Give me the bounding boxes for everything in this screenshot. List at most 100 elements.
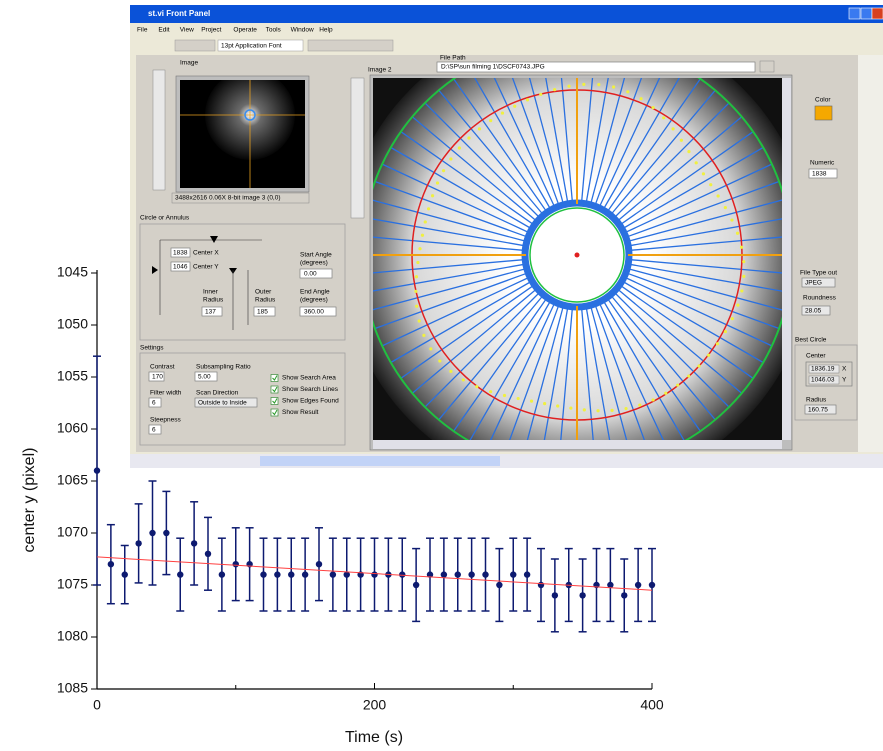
edge-point xyxy=(556,404,560,408)
end-angle-box[interactable] xyxy=(299,306,337,317)
y-tick-label: 1065 xyxy=(57,472,88,488)
run-buttons[interactable] xyxy=(174,39,216,52)
browse-button[interactable] xyxy=(759,60,775,73)
checkbox[interactable] xyxy=(270,397,279,405)
filter-box[interactable] xyxy=(148,397,162,408)
search-line xyxy=(560,309,573,440)
menu-item[interactable]: File xyxy=(137,27,148,34)
search-line xyxy=(381,163,528,233)
edge-point xyxy=(567,84,571,88)
point xyxy=(482,571,489,578)
y-tick-label: 1075 xyxy=(57,576,88,592)
fit-line xyxy=(96,556,653,591)
diagram-arrow xyxy=(152,266,158,274)
start-angle-box[interactable] xyxy=(299,268,333,279)
point xyxy=(371,571,378,578)
edge-point xyxy=(429,347,433,351)
start-angle: 0.00 xyxy=(304,271,317,278)
menu-item[interactable]: Project xyxy=(201,27,221,34)
point xyxy=(190,540,198,547)
edge-point xyxy=(697,364,701,368)
edge-point xyxy=(582,82,586,86)
menu-item[interactable]: Window xyxy=(291,27,314,34)
x-tick-label: 400 xyxy=(640,697,664,713)
edge-point xyxy=(597,82,601,87)
edge-point xyxy=(679,138,683,142)
align-tools[interactable] xyxy=(307,39,394,52)
font-ring[interactable] xyxy=(217,39,304,52)
menu-item[interactable]: Operate xyxy=(233,27,257,34)
contrast-box[interactable] xyxy=(148,371,165,382)
scan-ring[interactable] xyxy=(194,397,258,408)
outer-radius-box[interactable] xyxy=(253,306,276,317)
numeric-box[interactable] xyxy=(808,168,838,179)
edge-point xyxy=(441,169,446,173)
inner-radius-box[interactable] xyxy=(201,306,223,317)
checkbox[interactable] xyxy=(270,408,279,417)
point xyxy=(496,581,503,589)
x-tick-label: 200 xyxy=(363,697,387,713)
file-path: D:\SP\sun filming 1\DSCF0743.JPG xyxy=(441,64,545,71)
settings-title: Settings xyxy=(140,345,164,352)
search-line xyxy=(545,78,569,201)
edge-point xyxy=(449,369,453,374)
menu-item[interactable]: Tools xyxy=(266,27,282,34)
x-tick-label: 0 xyxy=(93,697,101,713)
close[interactable] xyxy=(871,7,883,20)
circle-title: Circle or Annulus xyxy=(140,215,190,222)
edge-point xyxy=(639,97,643,101)
search-line xyxy=(608,78,701,211)
search-line xyxy=(400,286,533,379)
file-path-box[interactable] xyxy=(436,61,756,73)
search-line xyxy=(381,277,528,347)
point xyxy=(163,529,170,537)
tool-palette[interactable] xyxy=(350,77,365,219)
search-line xyxy=(585,78,609,201)
edge-point xyxy=(415,304,419,308)
search-line xyxy=(624,281,764,364)
subsampling-box[interactable] xyxy=(194,371,218,382)
center-y-box[interactable] xyxy=(170,261,191,272)
center-x-box[interactable] xyxy=(170,247,191,258)
outer-radius-label: Radius xyxy=(255,297,276,304)
edge-point xyxy=(457,146,461,150)
search-line xyxy=(528,78,564,203)
steepness-box[interactable] xyxy=(148,424,162,435)
maximize[interactable] xyxy=(860,7,873,20)
image2-hscroll xyxy=(373,440,782,449)
menu-item[interactable]: Help xyxy=(319,27,333,34)
x-axis-label: Time (s) xyxy=(345,729,403,746)
menu-item[interactable]: Edit xyxy=(158,27,169,34)
check-mark xyxy=(272,375,278,381)
search-line xyxy=(621,286,754,379)
search-line xyxy=(493,78,555,206)
edge-point xyxy=(624,406,628,411)
edge-point xyxy=(651,398,655,402)
edge-point xyxy=(414,289,418,293)
menu-item[interactable]: View xyxy=(180,27,194,34)
best-circle-title: Best Circle xyxy=(795,337,827,344)
point xyxy=(135,540,142,547)
search-line xyxy=(624,146,764,229)
edge-point xyxy=(416,260,420,265)
edge-point xyxy=(489,390,493,394)
checkbox-label: Show Edges Found xyxy=(282,398,339,405)
edge-point xyxy=(417,319,421,323)
edge-point xyxy=(723,206,727,210)
search-line xyxy=(474,78,551,208)
inner-radius-label: Inner xyxy=(203,289,219,296)
minimize[interactable] xyxy=(848,7,861,20)
edge-point xyxy=(662,116,666,120)
checkbox[interactable] xyxy=(270,385,279,394)
checkbox[interactable] xyxy=(270,374,279,382)
color-swatch[interactable] xyxy=(814,105,833,121)
edge-point xyxy=(610,408,614,412)
end-angle: 360.00 xyxy=(304,309,324,316)
edge-point xyxy=(543,402,547,406)
edge-point xyxy=(740,289,744,293)
tool-palette[interactable] xyxy=(152,69,166,191)
scrollbar xyxy=(858,55,883,452)
point xyxy=(468,571,475,578)
edge-point xyxy=(435,181,440,185)
edge-point xyxy=(461,378,465,382)
